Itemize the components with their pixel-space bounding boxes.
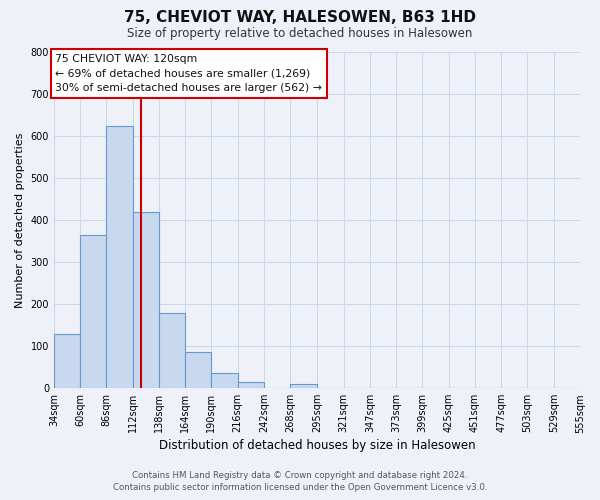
- Y-axis label: Number of detached properties: Number of detached properties: [15, 132, 25, 308]
- Text: Contains HM Land Registry data © Crown copyright and database right 2024.
Contai: Contains HM Land Registry data © Crown c…: [113, 471, 487, 492]
- Bar: [159, 314, 185, 388]
- Bar: [185, 352, 211, 388]
- Text: 75, CHEVIOT WAY, HALESOWEN, B63 1HD: 75, CHEVIOT WAY, HALESOWEN, B63 1HD: [124, 10, 476, 25]
- Bar: [54, 334, 80, 388]
- Bar: [211, 374, 238, 388]
- Bar: [238, 382, 264, 388]
- Text: Size of property relative to detached houses in Halesowen: Size of property relative to detached ho…: [127, 28, 473, 40]
- Bar: [290, 384, 317, 388]
- Text: 75 CHEVIOT WAY: 120sqm
← 69% of detached houses are smaller (1,269)
30% of semi-: 75 CHEVIOT WAY: 120sqm ← 69% of detached…: [55, 54, 322, 93]
- X-axis label: Distribution of detached houses by size in Halesowen: Distribution of detached houses by size …: [158, 440, 475, 452]
- Bar: [80, 234, 106, 388]
- Bar: [106, 126, 133, 388]
- Bar: [133, 212, 159, 388]
